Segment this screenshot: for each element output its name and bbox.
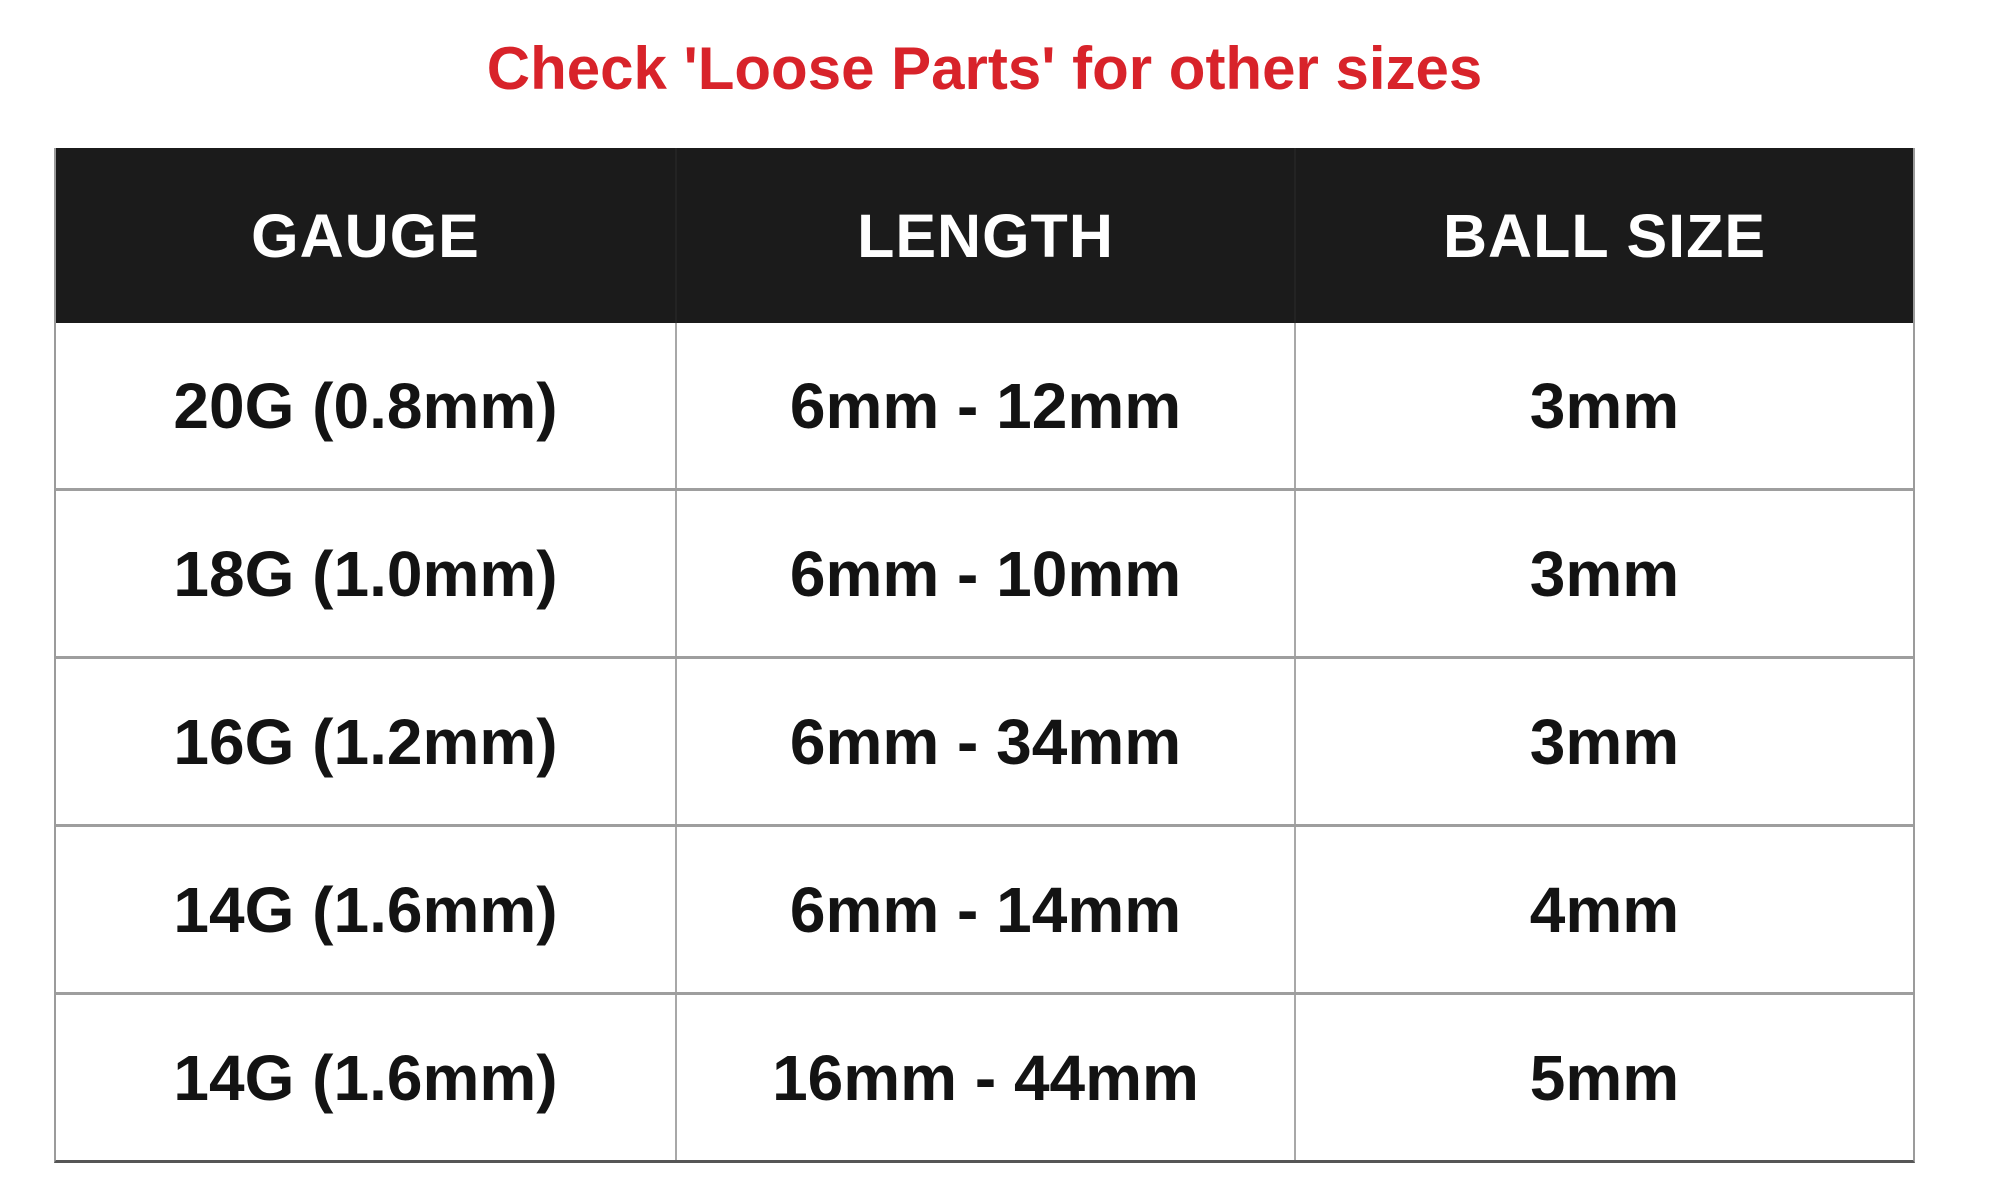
table-row: 14G (1.6mm) 6mm - 14mm 4mm — [56, 824, 1913, 992]
length-cell: 6mm - 34mm — [675, 659, 1294, 824]
header-gauge: GAUGE — [251, 201, 480, 270]
table-row: 18G (1.0mm) 6mm - 10mm 3mm — [56, 488, 1913, 656]
table-header-row: GAUGE LENGTH BALL SIZE — [56, 148, 1913, 323]
length-cell: 16mm - 44mm — [675, 995, 1294, 1160]
header-ball-size: BALL SIZE — [1294, 148, 1913, 323]
length-cell: 6mm - 10mm — [675, 491, 1294, 656]
gauge-cell: 16G (1.2mm) — [173, 705, 558, 778]
page-title: Check 'Loose Parts' for other sizes — [486, 35, 1483, 102]
table-row: 20G (0.8mm) 6mm - 12mm 3mm — [56, 323, 1913, 488]
ball-size-cell: 4mm — [1294, 827, 1913, 992]
gauge-cell: 14G (1.6mm) — [173, 873, 558, 946]
gauge-cell: 14G (1.6mm) — [173, 1041, 558, 1114]
length-cell: 6mm - 12mm — [675, 323, 1294, 488]
gauge-cell: 18G (1.0mm) — [173, 537, 558, 610]
gauge-cell: 20G (0.8mm) — [173, 369, 558, 442]
table-row: 14G (1.6mm) 16mm - 44mm 5mm — [56, 992, 1913, 1160]
header-length: LENGTH — [675, 148, 1294, 323]
ball-size-cell: 3mm — [1294, 323, 1913, 488]
ball-size-cell: 5mm — [1294, 995, 1913, 1160]
size-chart-table: GAUGE LENGTH BALL SIZE 20G (0.8mm) 6mm -… — [54, 148, 1915, 1163]
ball-size-cell: 3mm — [1294, 659, 1913, 824]
length-cell: 6mm - 14mm — [675, 827, 1294, 992]
ball-size-cell: 3mm — [1294, 491, 1913, 656]
table-row: 16G (1.2mm) 6mm - 34mm 3mm — [56, 656, 1913, 824]
